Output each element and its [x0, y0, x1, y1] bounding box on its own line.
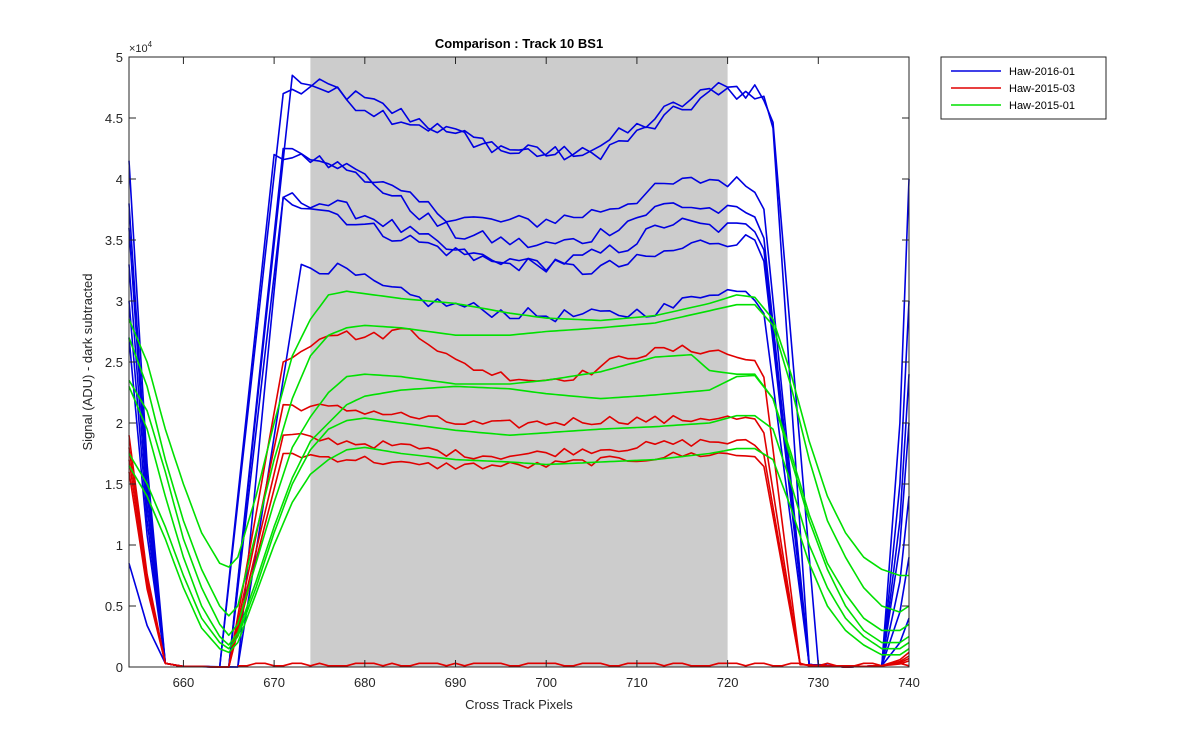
series-line-0 — [128, 78, 910, 668]
series-line-13 — [128, 303, 910, 617]
series-line-10 — [128, 451, 910, 668]
x-tick-label-660: 660 — [173, 675, 195, 690]
y-exponent-label: ×104 — [129, 40, 153, 55]
shaded-region — [310, 57, 728, 667]
x-tick-label-730: 730 — [807, 675, 829, 690]
x-tick-label-700: 700 — [535, 675, 557, 690]
series-line-4 — [128, 192, 910, 668]
chart-title: Comparison : Track 10 BS1 — [435, 36, 603, 51]
series-line-11 — [237, 662, 910, 667]
x-tick-label-720: 720 — [717, 675, 739, 690]
y-tick-label-5: 5 — [116, 50, 123, 65]
legend-label-2: Haw-2015-01 — [1009, 100, 1075, 112]
y-tick-label-4: 4 — [116, 172, 123, 187]
y-tick-label-1: 1 — [116, 538, 123, 553]
x-axis-label: Cross Track Pixels — [465, 697, 573, 712]
series-line-17 — [128, 446, 910, 656]
y-tick-label-1.5: 1.5 — [105, 477, 123, 492]
series-line-9 — [128, 432, 910, 668]
series-layer — [128, 74, 910, 668]
y-tick-label-0.5: 0.5 — [105, 599, 123, 614]
legend-label-1: Haw-2015-03 — [1009, 83, 1075, 95]
series-line-6 — [128, 262, 910, 668]
x-tick-label-680: 680 — [354, 675, 376, 690]
x-tick-label-690: 690 — [445, 675, 467, 690]
legend-label-0: Haw-2016-01 — [1009, 66, 1075, 78]
series-line-2 — [128, 153, 910, 668]
x-tick-label-710: 710 — [626, 675, 648, 690]
y-tick-label-3.5: 3.5 — [105, 233, 123, 248]
y-tick-label-2.5: 2.5 — [105, 355, 123, 370]
series-line-5 — [128, 196, 910, 668]
series-line-7 — [128, 327, 910, 668]
x-tick-label-740: 740 — [898, 675, 920, 690]
y-tick-label-3: 3 — [116, 294, 123, 309]
y-tick-label-0: 0 — [116, 660, 123, 675]
series-line-3 — [128, 147, 910, 668]
series-line-15 — [128, 374, 910, 646]
x-tick-label-670: 670 — [263, 675, 285, 690]
y-axis: 0 0.5 1 1.5 2 2.5 3 3.5 4 4.5 5 — [105, 50, 909, 675]
x-axis: 660 670 680 690 700 710 720 730 740 — [173, 57, 920, 690]
y-tick-label-4.5: 4.5 — [105, 111, 123, 126]
series-line-16 — [128, 414, 910, 650]
shaded-region-layer — [310, 57, 728, 667]
legend: Haw-2016-01 Haw-2015-03 Haw-2015-01 — [940, 56, 1107, 120]
y-tick-label-2: 2 — [116, 416, 123, 431]
series-line-12 — [128, 290, 909, 577]
y-axis-label: Signal (ADU) - dark subtracted — [80, 273, 95, 450]
